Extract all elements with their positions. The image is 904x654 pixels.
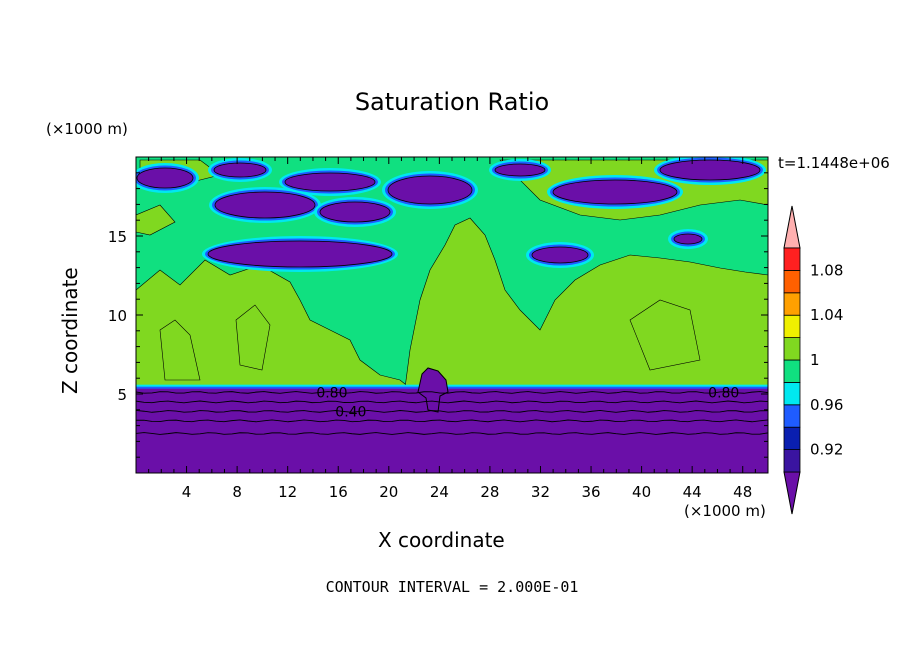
contour-line: [136, 391, 768, 394]
contour-line: [136, 410, 768, 413]
x-axis-label: X coordinate: [378, 528, 505, 552]
x-tick-label: 4: [182, 483, 192, 501]
z-axis-unit: (×1000 m): [46, 120, 128, 138]
contour-field: [136, 157, 768, 473]
contour-line: [136, 400, 768, 404]
colorbar-label: 0.96: [810, 396, 843, 414]
dry-patch: [494, 163, 546, 177]
colorbar-under-arrow: [783, 471, 801, 515]
y-axis-label: Z coordinate: [58, 267, 82, 394]
x-tick-label: 12: [278, 483, 297, 501]
dry-patch: [659, 159, 761, 181]
colorbar-swatch: [783, 247, 801, 271]
dry-patch: [214, 191, 316, 219]
x-tick-label: 44: [683, 483, 702, 501]
x-tick-label: 20: [379, 483, 398, 501]
y-tick-label: 5: [117, 386, 127, 404]
x-tick-label: 16: [329, 483, 348, 501]
colorbar-label: 1: [810, 351, 820, 369]
dry-patch: [284, 172, 376, 192]
x-tick-label: 40: [632, 483, 651, 501]
contour-line: [136, 419, 768, 423]
x-tick-label: 48: [733, 483, 752, 501]
colorbar-label: 1.04: [810, 306, 843, 324]
supersaturated-region: [159, 319, 201, 381]
contour-label: 0.80: [708, 385, 739, 401]
y-tick-label: 15: [108, 228, 127, 246]
contour-labels: 0.80 0.80 0.40: [316, 385, 739, 420]
layer-edge: [136, 386, 768, 390]
colorbar-swatch: [783, 449, 801, 473]
colorbar-swatch: [783, 426, 801, 451]
supersaturated-region: [629, 299, 701, 371]
contour-line: [136, 432, 768, 435]
supersaturated-region: [136, 259, 411, 389]
y-tick-label: 10: [108, 307, 127, 325]
colorbar-over-arrow: [783, 205, 801, 249]
plume: [417, 367, 449, 413]
dry-patch: [136, 167, 194, 189]
dry-patch: [552, 179, 678, 205]
x-axis: 4 8 12 16 20 24 28 32 36 40 44 48: [148, 157, 756, 501]
time-label: t=1.1448e+06: [778, 154, 890, 172]
contour-label: 0.80: [316, 385, 347, 401]
supersaturated-region: [136, 204, 176, 236]
colorbar-swatch: [783, 269, 801, 294]
contour-interval-label: CONTOUR INTERVAL = 2.000E-01: [325, 578, 579, 596]
x-tick-label: 32: [531, 483, 550, 501]
y-axis: 5 10 15: [108, 172, 768, 458]
dry-patch: [207, 240, 393, 268]
colorbar-label: 1.08: [810, 261, 843, 279]
dry-patch: [531, 246, 589, 264]
x-tick-label: 8: [232, 483, 242, 501]
x-tick-label: 24: [430, 483, 449, 501]
dry-patch: [673, 233, 703, 245]
x-tick-label: 28: [480, 483, 499, 501]
chart-title: Saturation Ratio: [354, 88, 550, 116]
x-axis-unit: (×1000 m): [684, 502, 766, 520]
colorbar-label: 0.92: [810, 441, 843, 459]
colorbar-swatch: [783, 337, 801, 361]
x-tick-label: 36: [581, 483, 600, 501]
contour-label: 0.40: [335, 404, 366, 420]
colorbar-swatch: [783, 359, 801, 383]
supersaturated-region: [235, 304, 271, 371]
dry-patch: [387, 175, 473, 205]
colorbar: 0.92 0.96 1 1.04 1.08: [783, 205, 843, 515]
colorbar-swatch: [783, 404, 801, 428]
dry-patch: [319, 201, 391, 223]
colorbar-swatch: [783, 314, 801, 339]
colorbar-swatch: [783, 292, 801, 316]
colorbar-swatch: [783, 381, 801, 406]
dry-patch: [213, 162, 267, 178]
